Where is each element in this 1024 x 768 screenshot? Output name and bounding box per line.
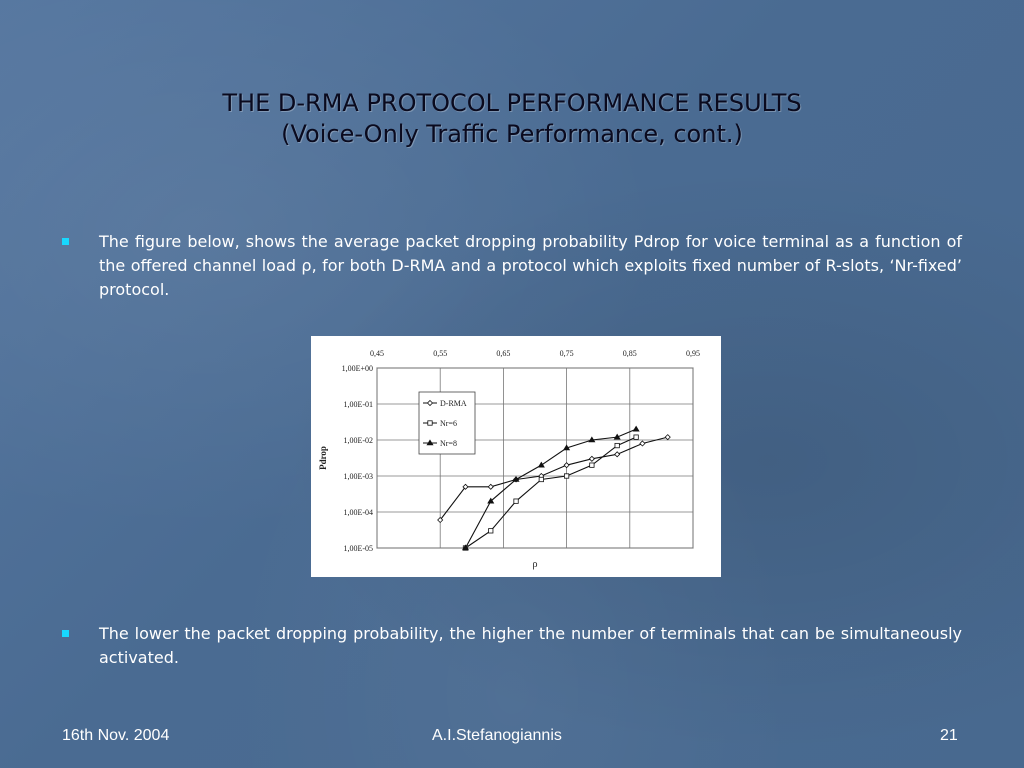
series-1-point [563,473,570,479]
y-tick-label: 1,00E+00 [342,364,373,373]
series-2-point [632,425,640,432]
series-2-point [512,475,520,482]
series-line-0 [439,436,668,521]
series-0-point [462,483,469,490]
series-0-point [664,434,671,441]
series-2-point [613,433,621,440]
series-1-point [633,434,639,440]
x-tick-label: 0,45 [370,349,384,358]
series-2-point [563,444,571,451]
series-1-point [488,528,494,534]
legend-marker [427,420,433,426]
series-2-point [537,461,545,468]
series-0-point [437,516,444,524]
slide-title-line1: THE D-RMA PROTOCOL PERFORMANCE RESULTS [222,89,802,117]
series-0-point [639,440,646,447]
series-1-point [614,442,620,449]
series-0-point [614,451,621,458]
series-line-2 [464,428,637,549]
bullet-text-1: The figure below, shows the average pack… [99,232,962,299]
series-1-point [589,462,595,468]
legend-label: Nr=6 [440,419,457,428]
bullet-item-1: The figure below, shows the average pack… [62,230,962,302]
pdrop-chart: 0,45 0,55 0,65 0,75 0,85 0,95 1,00E+00 1,00E-01… [311,336,721,577]
y-tick-label: 1,00E-01 [343,400,373,409]
x-tick-label: 0,65 [496,349,510,358]
x-tick-label: 0,85 [623,349,637,358]
bullet-square-icon [62,238,69,245]
legend-marker [426,439,434,446]
x-tick-label: 0,55 [433,349,447,358]
footer-date: 16th Nov. 2004 [62,727,170,744]
y-tick-label: 1,00E-02 [343,436,373,445]
series-0-point [487,483,494,490]
series-2-point [588,436,596,443]
bullet-square-icon [62,630,69,637]
bullet-text-2: The lower the packet dropping probabilit… [99,624,962,667]
x-tick-label: 0,75 [560,349,574,358]
legend-label: D-RMA [440,399,467,408]
series-2-point [461,544,470,551]
x-axis-label: ρ [533,559,538,570]
slide-title-line2: (Voice-Only Traffic Performance, cont.) [281,120,743,148]
series-1-point [538,476,544,483]
series-2-point [487,497,495,504]
footer-author: A.I.Stefanogiannis [432,727,562,744]
series-1-point [513,498,519,504]
x-tick-label: 0,95 [686,349,700,358]
legend-label: Nr=8 [440,439,457,448]
bullet-item-2: The lower the packet dropping probabilit… [62,622,962,670]
series-0-point [563,462,570,469]
series-line-1 [465,436,637,549]
footer-page-number: 21 [940,727,958,744]
pdrop-chart-svg: 0,45 0,55 0,65 0,75 0,85 0,95 1,00E+00 1,00E-01… [318,349,700,570]
y-tick-label: 1,00E-04 [343,508,373,517]
y-axis-label: Pdrop [318,446,328,470]
y-tick-label: 1,00E-05 [343,544,373,553]
legend-marker [426,399,434,407]
y-tick-label: 1,00E-03 [343,472,373,481]
slide-title: THE D-RMA PROTOCOL PERFORMANCE RESULTS (… [0,88,1024,150]
series-0-point [588,455,595,462]
